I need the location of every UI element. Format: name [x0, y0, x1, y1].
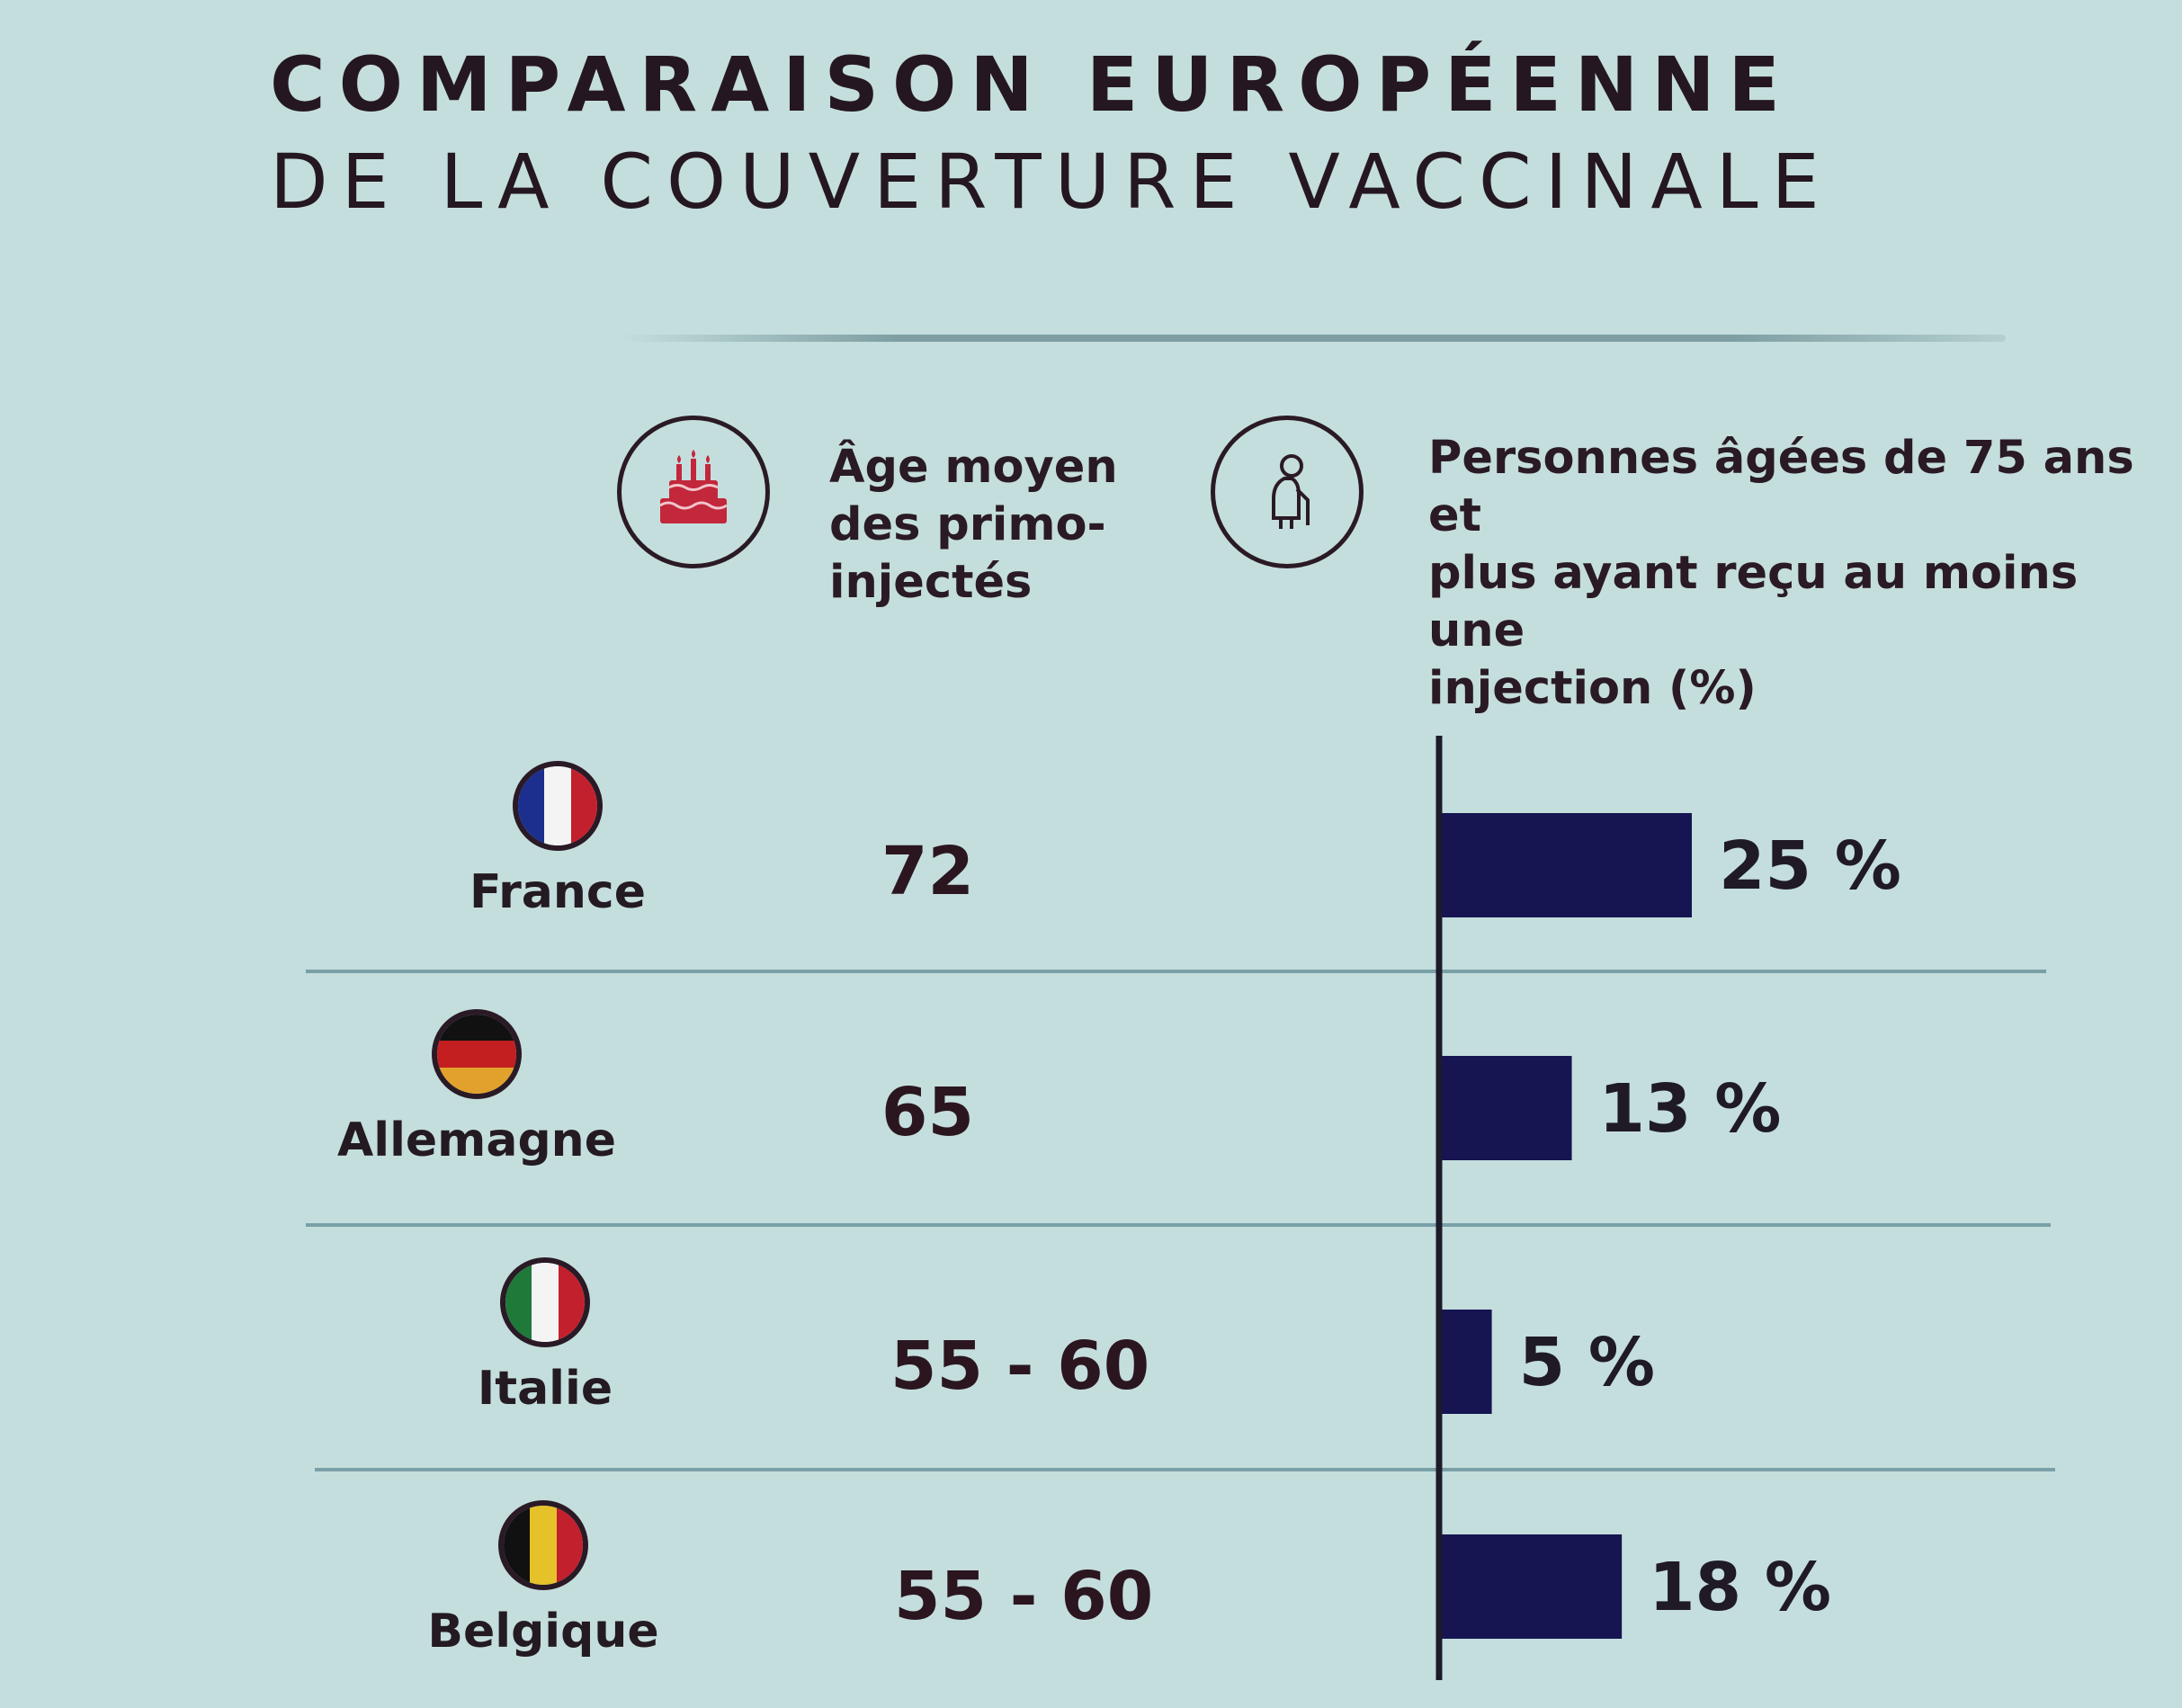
- row-divider: [315, 1468, 2055, 1471]
- age-value: 72: [881, 833, 974, 910]
- belgium-flag-icon: [498, 1500, 588, 1590]
- chart-title: COMPARAISON EUROPÉENNE DE LA COUVERTURE …: [270, 36, 1833, 230]
- header-divider: [621, 335, 2006, 342]
- title-line-2: DE LA COUVERTURE VACCINALE: [270, 138, 1833, 226]
- country-name: Belgique: [427, 1605, 659, 1659]
- bar-value-label: 18 %: [1649, 1549, 1831, 1626]
- france-flag-icon: [513, 761, 603, 851]
- country-name: Allemagne: [337, 1113, 616, 1167]
- age-value: 55 - 60: [890, 1328, 1150, 1405]
- country-italy: Italie: [383, 1257, 707, 1416]
- country-name: Italie: [477, 1362, 613, 1416]
- age-header-line-1: Âge moyen: [829, 441, 1118, 494]
- age-value: 65: [881, 1074, 974, 1151]
- italy-flag-icon: [500, 1257, 590, 1347]
- germany-flag-icon: [432, 1009, 522, 1099]
- country-germany: Allemagne: [315, 1009, 639, 1167]
- row-divider: [306, 1223, 2051, 1227]
- title-line-1: COMPARAISON EUROPÉENNE: [270, 40, 1793, 129]
- bar-belgique: [1442, 1534, 1623, 1639]
- age-column-header: Âge moyen des primo- injectés: [829, 439, 1118, 612]
- country-belgium: Belgique: [381, 1500, 705, 1659]
- age-header-line-3: injectés: [829, 556, 1033, 609]
- coverage-column-header: Personnes âgées de 75 ans et plus ayant …: [1428, 430, 2182, 718]
- country-france: France: [396, 761, 720, 919]
- coverage-header-line-3: injection (%): [1428, 662, 1757, 715]
- row-divider: [306, 970, 2046, 973]
- coverage-header-line-1: Personnes âgées de 75 ans et: [1428, 432, 2134, 542]
- bar-allemagne: [1442, 1056, 1572, 1160]
- bar-value-label: 13 %: [1599, 1070, 1782, 1148]
- age-value: 55 - 60: [894, 1558, 1154, 1635]
- country-name: France: [469, 865, 647, 919]
- coverage-header-line-2: plus ayant reçu au moins une: [1428, 547, 2079, 657]
- bar-value-label: 25 %: [1719, 827, 1901, 905]
- bar-italie: [1442, 1310, 1492, 1414]
- elderly-person-icon: [1211, 416, 1364, 568]
- age-header-line-2: des primo-: [829, 498, 1106, 551]
- birthday-cake-icon: [617, 416, 770, 568]
- bar-value-label: 5 %: [1519, 1324, 1655, 1401]
- bar-france: [1442, 813, 1692, 917]
